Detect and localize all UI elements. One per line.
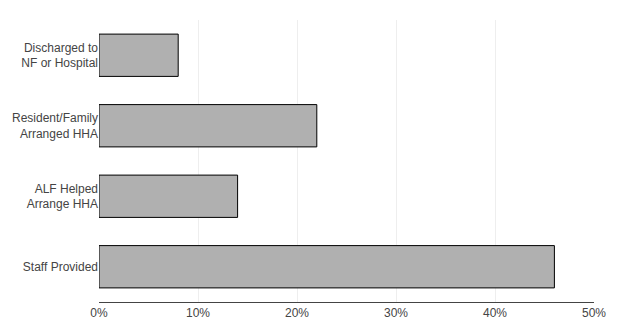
svg-text:20%: 20%: [285, 306, 309, 320]
svg-text:40%: 40%: [483, 306, 507, 320]
svg-text:ALF HelpedArrange HHA: ALF HelpedArrange HHA: [27, 182, 98, 212]
svg-text:10%: 10%: [186, 306, 210, 320]
svg-text:30%: 30%: [384, 306, 408, 320]
svg-text:Resident/FamilyArranged HHA: Resident/FamilyArranged HHA: [12, 111, 98, 141]
svg-text:0%: 0%: [90, 306, 108, 320]
svg-text:Staff Provided: Staff Provided: [23, 260, 98, 274]
svg-text:50%: 50%: [582, 306, 606, 320]
svg-text:Discharged toNF or Hospital: Discharged toNF or Hospital: [21, 41, 98, 71]
